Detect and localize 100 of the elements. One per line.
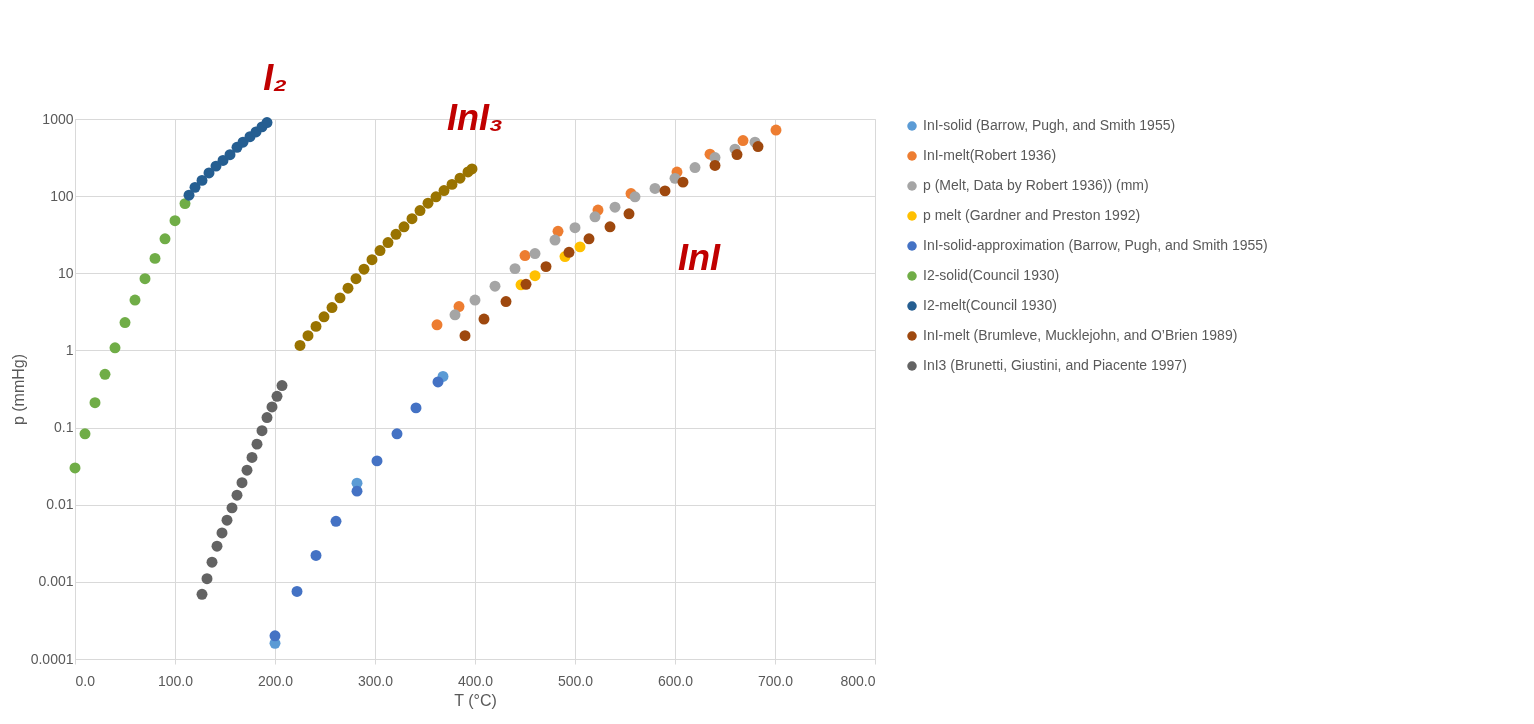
point — [509, 263, 521, 275]
point — [159, 233, 171, 245]
point — [310, 320, 322, 332]
point — [241, 464, 253, 476]
point — [310, 549, 322, 561]
point — [129, 294, 141, 306]
point — [454, 172, 466, 184]
point — [583, 233, 595, 245]
point — [574, 241, 586, 253]
point — [276, 380, 288, 392]
point — [251, 438, 263, 450]
point — [221, 514, 233, 526]
point — [549, 234, 561, 246]
point — [604, 221, 616, 233]
point — [351, 485, 363, 497]
point — [226, 502, 238, 514]
point — [246, 451, 258, 463]
point — [446, 178, 458, 190]
point — [216, 527, 228, 539]
point — [183, 189, 195, 201]
point — [410, 402, 422, 414]
point — [294, 339, 306, 351]
point — [752, 141, 764, 152]
point — [422, 197, 434, 209]
point — [382, 237, 394, 249]
point — [271, 390, 283, 402]
point — [391, 428, 403, 440]
point — [169, 215, 181, 227]
point — [366, 254, 378, 266]
point — [79, 428, 91, 440]
point — [196, 588, 208, 600]
point — [623, 208, 635, 220]
point — [196, 174, 208, 186]
point — [231, 489, 243, 501]
point — [478, 313, 490, 325]
point — [489, 280, 501, 292]
point — [330, 515, 342, 527]
point — [203, 167, 215, 179]
point — [189, 181, 201, 193]
y-tick-label: 0.0001 — [30, 650, 74, 667]
x-axis-title: T (°C) — [454, 691, 497, 709]
point — [552, 225, 564, 237]
point — [291, 586, 303, 597]
point — [390, 228, 402, 240]
point — [770, 124, 782, 136]
legend-label: p (Melt, Data by Robert 1936)) (mm) — [923, 177, 1149, 193]
x-tick-label: 100.0 — [157, 672, 194, 689]
point — [649, 182, 661, 194]
point — [89, 397, 101, 409]
point — [431, 319, 443, 331]
annotation: InI — [678, 237, 721, 279]
point — [629, 191, 641, 203]
point — [414, 205, 426, 217]
x-tick-label: 600.0 — [657, 672, 694, 689]
point — [201, 573, 213, 585]
point — [261, 117, 273, 128]
point — [266, 401, 278, 413]
point — [179, 198, 191, 210]
point — [466, 163, 478, 175]
x-tick-label: 300.0 — [357, 672, 394, 689]
point — [520, 278, 532, 290]
x-tick-label: 200.0 — [257, 672, 294, 689]
point — [677, 176, 689, 188]
point — [430, 191, 442, 203]
x-tick-label: 0.0 — [75, 672, 96, 689]
point — [334, 292, 346, 304]
point — [119, 317, 131, 328]
point — [519, 250, 531, 261]
point — [540, 261, 552, 273]
point — [398, 221, 410, 233]
point — [406, 213, 418, 225]
point — [342, 282, 354, 294]
x-tick-label: 400.0 — [457, 672, 494, 689]
legend-label: InI-solid (Barrow, Pugh, and Smith 1955) — [923, 117, 1176, 133]
point — [563, 246, 575, 258]
point — [459, 330, 471, 342]
point — [737, 135, 749, 147]
point — [432, 376, 444, 388]
y-tick-label: 0.1 — [54, 419, 74, 436]
point — [99, 368, 111, 380]
point — [438, 185, 450, 197]
point — [609, 201, 621, 213]
point — [269, 630, 281, 642]
annotation: InI₃ — [447, 97, 503, 138]
point — [149, 252, 161, 264]
legend-label: InI3 (Brunetti, Giustini, and Piacente 1997) — [923, 357, 1187, 373]
y-tick-label: 10 — [57, 264, 74, 281]
point — [469, 294, 481, 306]
point — [709, 159, 721, 171]
point — [256, 425, 268, 437]
legend-label: I2-solid(Council 1930) — [923, 267, 1060, 283]
point — [224, 149, 236, 161]
legend-label: InI-solid-approximation (Barrow, Pugh, and Smith 1955) — [923, 237, 1268, 253]
point — [236, 477, 248, 489]
legend-label: InI-melt(Robert 1936) — [923, 147, 1057, 163]
legend-label: p melt (Gardner and Preston 1992) — [923, 207, 1141, 223]
point — [206, 556, 218, 568]
point — [350, 273, 362, 285]
y-axis-title: p (mmHg) — [9, 353, 27, 426]
point — [139, 273, 151, 285]
